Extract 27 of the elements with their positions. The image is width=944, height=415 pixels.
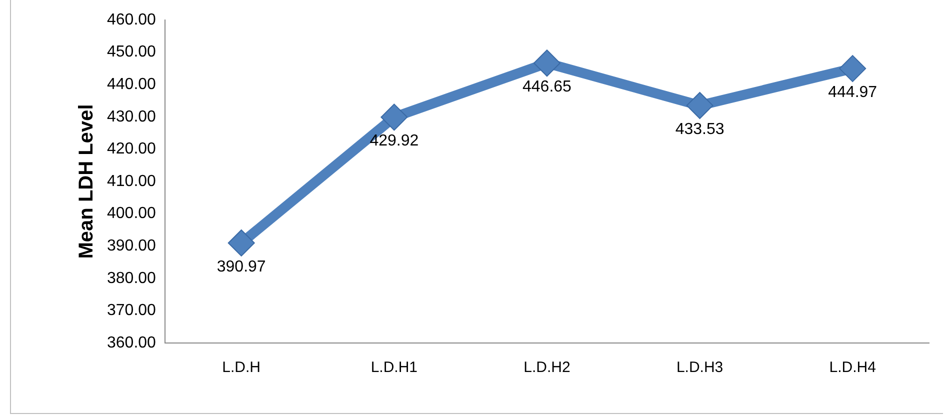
point: [533, 50, 560, 77]
y-tick-label: 410.00: [107, 172, 156, 190]
point: [228, 229, 255, 256]
y-tick-label: 450.00: [107, 44, 156, 61]
y-tick-label: 430.00: [107, 108, 156, 126]
data-label: 390.97: [216, 258, 266, 276]
x-tick-label: L.D.H3: [676, 359, 724, 376]
data-label: 433.53: [675, 120, 724, 138]
y-tick-label: 370.00: [107, 302, 156, 320]
x-tick-label: L.D.H2: [524, 359, 570, 376]
y-tick-label: 360.00: [107, 334, 156, 352]
x-tick-label: L.D.H1: [370, 359, 418, 376]
y-axis-title: Mean LDH Level: [76, 104, 98, 259]
point: [686, 92, 714, 119]
y-tick-label: 460.00: [107, 11, 156, 28]
y-tick-label: 390.00: [107, 238, 156, 255]
data-label: 446.65: [522, 78, 572, 96]
y-tick-label: 420.00: [107, 140, 156, 158]
data-label: 444.97: [828, 84, 878, 101]
x-tick-label: L.D.H4: [829, 359, 876, 376]
point: [380, 104, 408, 131]
x-tick-label: L.D.H: [222, 359, 261, 376]
y-tick-label: 440.00: [107, 76, 156, 94]
y-tick-label: 380.00: [107, 270, 156, 287]
point: [839, 55, 866, 82]
y-tick-label: 400.00: [107, 205, 156, 222]
data-label: 429.92: [370, 132, 419, 150]
